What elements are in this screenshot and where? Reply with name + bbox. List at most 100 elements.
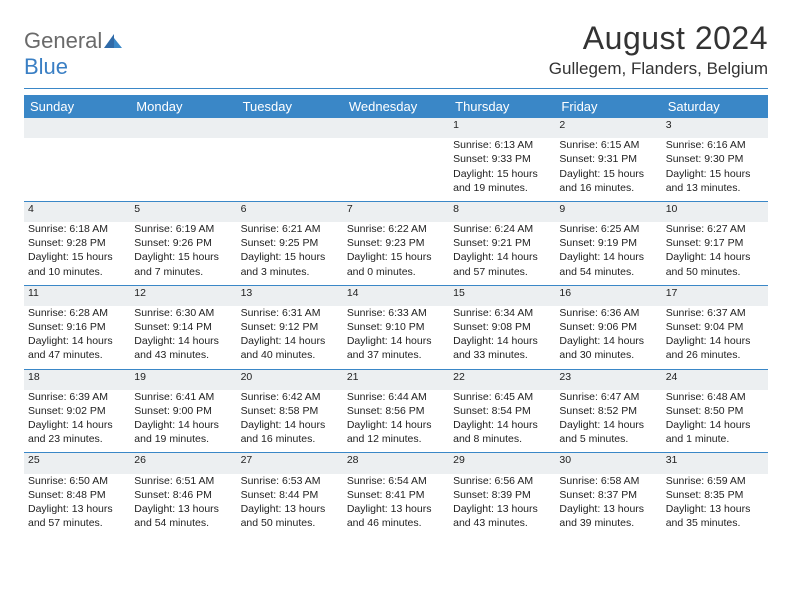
sunrise-text: Sunrise: 6:48 AM (666, 390, 764, 404)
daylight-text: Daylight: 14 hours and 23 minutes. (28, 418, 126, 446)
sunrise-text: Sunrise: 6:37 AM (666, 306, 764, 320)
day-number: 3 (662, 118, 768, 138)
day-number: 31 (662, 453, 768, 474)
day-cell (130, 138, 236, 201)
daylight-text: Daylight: 14 hours and 8 minutes. (453, 418, 551, 446)
day-number: 8 (449, 201, 555, 222)
day-cell: Sunrise: 6:50 AMSunset: 8:48 PMDaylight:… (24, 474, 130, 537)
sunset-text: Sunset: 9:12 PM (241, 320, 339, 334)
day-header: Friday (555, 95, 661, 118)
daylight-text: Daylight: 15 hours and 0 minutes. (347, 250, 445, 278)
day-header-row: Sunday Monday Tuesday Wednesday Thursday… (24, 95, 768, 118)
sunset-text: Sunset: 9:14 PM (134, 320, 232, 334)
day-number: 30 (555, 453, 661, 474)
day-number: 12 (130, 285, 236, 306)
day-cell: Sunrise: 6:18 AMSunset: 9:28 PMDaylight:… (24, 222, 130, 285)
daylight-text: Daylight: 14 hours and 26 minutes. (666, 334, 764, 362)
day-cell: Sunrise: 6:59 AMSunset: 8:35 PMDaylight:… (662, 474, 768, 537)
sunset-text: Sunset: 8:54 PM (453, 404, 551, 418)
sunrise-text: Sunrise: 6:54 AM (347, 474, 445, 488)
day-cell: Sunrise: 6:22 AMSunset: 9:23 PMDaylight:… (343, 222, 449, 285)
day-cell: Sunrise: 6:56 AMSunset: 8:39 PMDaylight:… (449, 474, 555, 537)
sunrise-text: Sunrise: 6:41 AM (134, 390, 232, 404)
day-cell: Sunrise: 6:15 AMSunset: 9:31 PMDaylight:… (555, 138, 661, 201)
day-number: 4 (24, 201, 130, 222)
sunrise-text: Sunrise: 6:15 AM (559, 138, 657, 152)
daylight-text: Daylight: 13 hours and 46 minutes. (347, 502, 445, 530)
sunrise-text: Sunrise: 6:59 AM (666, 474, 764, 488)
daylight-text: Daylight: 14 hours and 50 minutes. (666, 250, 764, 278)
day-number: 15 (449, 285, 555, 306)
daylight-text: Daylight: 14 hours and 5 minutes. (559, 418, 657, 446)
day-cell: Sunrise: 6:13 AMSunset: 9:33 PMDaylight:… (449, 138, 555, 201)
sunrise-text: Sunrise: 6:44 AM (347, 390, 445, 404)
sunset-text: Sunset: 9:21 PM (453, 236, 551, 250)
day-number: 23 (555, 369, 661, 390)
sunset-text: Sunset: 9:02 PM (28, 404, 126, 418)
daylight-text: Daylight: 15 hours and 3 minutes. (241, 250, 339, 278)
sunrise-text: Sunrise: 6:31 AM (241, 306, 339, 320)
sunrise-text: Sunrise: 6:30 AM (134, 306, 232, 320)
sunset-text: Sunset: 8:50 PM (666, 404, 764, 418)
day-number: 26 (130, 453, 236, 474)
daylight-text: Daylight: 14 hours and 16 minutes. (241, 418, 339, 446)
sunset-text: Sunset: 8:35 PM (666, 488, 764, 502)
top-rule (24, 88, 768, 89)
calendar-body: 12 3 Sunrise: 6:13 AMSunset: 9:33 PMDaylig… (24, 118, 768, 536)
sunrise-text: Sunrise: 6:34 AM (453, 306, 551, 320)
page: General Blue August 2024 Gullegem, Fland… (0, 0, 792, 556)
daylight-text: Daylight: 14 hours and 19 minutes. (134, 418, 232, 446)
daynum-row: 25262728293031 (24, 453, 768, 474)
day-number (343, 118, 449, 138)
sunrise-text: Sunrise: 6:18 AM (28, 222, 126, 236)
details-row: Sunrise: 6:28 AMSunset: 9:16 PMDaylight:… (24, 306, 768, 369)
sunset-text: Sunset: 8:52 PM (559, 404, 657, 418)
day-cell: Sunrise: 6:30 AMSunset: 9:14 PMDaylight:… (130, 306, 236, 369)
sunset-text: Sunset: 8:41 PM (347, 488, 445, 502)
day-cell: Sunrise: 6:25 AMSunset: 9:19 PMDaylight:… (555, 222, 661, 285)
day-number: 2 (555, 118, 661, 138)
sunset-text: Sunset: 9:25 PM (241, 236, 339, 250)
logo-text: General Blue (24, 28, 122, 80)
day-number: 27 (237, 453, 343, 474)
sunrise-text: Sunrise: 6:22 AM (347, 222, 445, 236)
day-number: 28 (343, 453, 449, 474)
day-number: 17 (662, 285, 768, 306)
day-cell: Sunrise: 6:45 AMSunset: 8:54 PMDaylight:… (449, 390, 555, 453)
sunset-text: Sunset: 9:19 PM (559, 236, 657, 250)
day-header: Saturday (662, 95, 768, 118)
daylight-text: Daylight: 14 hours and 1 minute. (666, 418, 764, 446)
daynum-row: 11121314151617 (24, 285, 768, 306)
daylight-text: Daylight: 13 hours and 54 minutes. (134, 502, 232, 530)
day-number: 14 (343, 285, 449, 306)
daylight-text: Daylight: 13 hours and 50 minutes. (241, 502, 339, 530)
day-cell: Sunrise: 6:31 AMSunset: 9:12 PMDaylight:… (237, 306, 343, 369)
day-cell: Sunrise: 6:54 AMSunset: 8:41 PMDaylight:… (343, 474, 449, 537)
sunrise-text: Sunrise: 6:13 AM (453, 138, 551, 152)
day-number (130, 118, 236, 138)
day-cell: Sunrise: 6:47 AMSunset: 8:52 PMDaylight:… (555, 390, 661, 453)
daylight-text: Daylight: 13 hours and 43 minutes. (453, 502, 551, 530)
day-number: 16 (555, 285, 661, 306)
sunset-text: Sunset: 9:31 PM (559, 152, 657, 166)
month-title: August 2024 (549, 20, 768, 57)
day-header: Tuesday (237, 95, 343, 118)
day-header: Wednesday (343, 95, 449, 118)
day-number: 9 (555, 201, 661, 222)
sunset-text: Sunset: 9:08 PM (453, 320, 551, 334)
day-number: 29 (449, 453, 555, 474)
sunset-text: Sunset: 8:44 PM (241, 488, 339, 502)
day-cell: Sunrise: 6:27 AMSunset: 9:17 PMDaylight:… (662, 222, 768, 285)
daylight-text: Daylight: 14 hours and 30 minutes. (559, 334, 657, 362)
calendar-table: Sunday Monday Tuesday Wednesday Thursday… (24, 95, 768, 536)
sunrise-text: Sunrise: 6:25 AM (559, 222, 657, 236)
sunset-text: Sunset: 9:30 PM (666, 152, 764, 166)
day-number: 5 (130, 201, 236, 222)
day-number: 7 (343, 201, 449, 222)
daylight-text: Daylight: 14 hours and 43 minutes. (134, 334, 232, 362)
details-row: Sunrise: 6:18 AMSunset: 9:28 PMDaylight:… (24, 222, 768, 285)
sunset-text: Sunset: 8:39 PM (453, 488, 551, 502)
sunrise-text: Sunrise: 6:28 AM (28, 306, 126, 320)
title-block: August 2024 Gullegem, Flanders, Belgium (549, 20, 768, 79)
day-cell: Sunrise: 6:37 AMSunset: 9:04 PMDaylight:… (662, 306, 768, 369)
